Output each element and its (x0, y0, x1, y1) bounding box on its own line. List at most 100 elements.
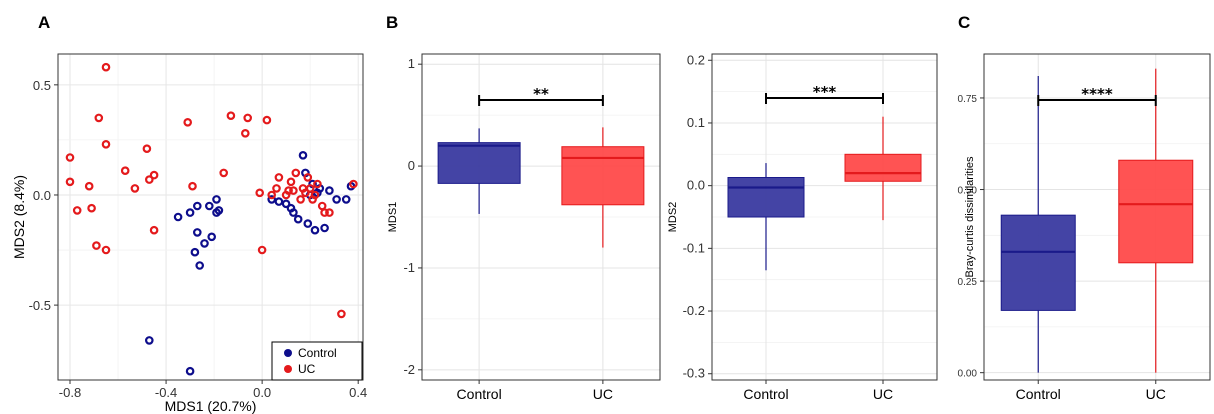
data-point-uc (120, 166, 130, 176)
box-control (1000, 214, 1076, 311)
legend-label-uc: UC (298, 362, 316, 376)
y-tick-label: -0.2 (683, 303, 705, 318)
data-point-uc (289, 186, 298, 195)
data-point-uc (149, 170, 159, 180)
data-point-control (267, 195, 277, 204)
plot-frame (711, 53, 938, 381)
x-tick-label: Control (1016, 386, 1061, 402)
data-point-control (293, 214, 303, 224)
significance-stars: **** (1081, 85, 1113, 103)
data-point-uc (337, 309, 346, 319)
box-uc (561, 146, 645, 206)
data-point-control (325, 186, 334, 195)
y-tick-label: 0 (408, 158, 415, 173)
data-point-uc (305, 184, 315, 193)
y-axis-title: MDS2 (667, 202, 679, 233)
data-point-control (281, 199, 291, 209)
significance-stars: ** (533, 85, 549, 103)
y-tick-label: 0.0 (33, 188, 51, 203)
x-tick-label: Control (457, 386, 502, 402)
data-point-uc (101, 245, 111, 255)
data-point-uc (65, 177, 75, 187)
y-tick-label: 0.2 (687, 52, 705, 67)
x-tick-label: UC (873, 386, 893, 402)
box-control (437, 142, 521, 184)
x-axis-title: MDS1 (20.7%) (165, 398, 257, 414)
x-tick-label: UC (1146, 386, 1166, 402)
legend-marker-uc (284, 365, 292, 373)
legend-marker-control (284, 349, 292, 357)
x-tick-label: -0.8 (59, 385, 81, 400)
data-point-uc (94, 113, 104, 123)
y-tick-label: 0.5 (33, 78, 51, 93)
data-point-uc (183, 118, 193, 127)
boxplot-mds2: 0.2 0.1 0.0 -0.1 -0.2 -0.3 Control UC MDS2 *** (667, 52, 938, 402)
x-tick-label: 0.4 (349, 385, 367, 400)
data-point-uc (272, 184, 281, 193)
boxplot-bray-curtis: 0.75 0.50 0.25 0.00 Control UC Bray-curtis dis… (958, 53, 1211, 402)
y-tick-label: 0.25 (958, 277, 978, 288)
data-point-uc (286, 177, 296, 187)
data-point-control (205, 201, 214, 211)
data-point-uc (310, 190, 320, 200)
x-tick-label: UC (593, 386, 613, 402)
data-point-control (173, 212, 183, 222)
data-point-control (190, 247, 200, 257)
data-point-control (289, 208, 298, 217)
data-point-uc (320, 208, 329, 217)
y-tick-label: -2 (403, 362, 415, 377)
data-point-uc (142, 144, 152, 154)
data-point-uc (296, 195, 305, 204)
data-point-control (207, 232, 217, 242)
data-point-uc (226, 111, 236, 121)
y-tick-label: -0.3 (683, 366, 705, 381)
data-point-control (145, 336, 154, 345)
data-point-uc (257, 245, 267, 255)
data-point-uc (301, 188, 310, 198)
data-point-control (185, 366, 195, 376)
y-tick-label: 1 (408, 56, 415, 71)
legend-box (271, 341, 363, 381)
data-point-uc (145, 175, 154, 184)
plot-frame (57, 53, 364, 381)
data-point-control (212, 208, 221, 217)
data-point-control (332, 195, 341, 204)
data-point-uc (303, 173, 313, 182)
boxplot-mds1: 1 0 -1 -2 Control UC MDS1 ** (387, 53, 661, 402)
data-point-uc (101, 62, 111, 72)
box-uc (844, 153, 922, 182)
scatter-chart-mds: -0.8 -0.4 0.0 0.4 -0.5 0.0 0.5 MDS1 (20.7%) MDS2… (11, 53, 367, 414)
y-tick-label: -0.5 (29, 298, 51, 313)
data-point-uc (274, 173, 284, 182)
y-axis-title: Bray-curtis dissimilarities (964, 156, 976, 278)
plot-frame (421, 53, 661, 381)
data-point-control (298, 151, 308, 160)
data-point-uc (284, 186, 293, 195)
x-tick-label: Control (743, 386, 788, 402)
data-point-control (303, 219, 313, 228)
data-point-uc (87, 203, 96, 213)
data-point-control (185, 208, 195, 217)
data-point-uc (149, 225, 159, 235)
y-tick-label: 0.50 (958, 186, 978, 197)
data-point-control (320, 223, 329, 233)
y-axis-title: MDS2 (8.4%) (11, 175, 27, 259)
data-point-uc (92, 241, 101, 250)
y-tick-label: 0.75 (958, 94, 978, 105)
x-tick-label: 0.0 (253, 385, 271, 400)
panel-label-a: A (38, 13, 50, 32)
data-point-uc (243, 113, 253, 123)
panel-label-b: B (386, 13, 398, 32)
box-uc (1118, 159, 1194, 264)
data-point-uc (84, 181, 94, 191)
panel-label-c: C (958, 13, 970, 32)
data-point-uc (101, 140, 111, 149)
y-axis-title: MDS1 (387, 202, 399, 233)
significance-stars: *** (813, 83, 837, 101)
data-point-uc (291, 168, 301, 178)
legend-label-control: Control (298, 346, 337, 360)
data-point-control (193, 228, 202, 237)
data-point-uc (130, 184, 140, 193)
y-tick-label: -1 (403, 260, 415, 275)
